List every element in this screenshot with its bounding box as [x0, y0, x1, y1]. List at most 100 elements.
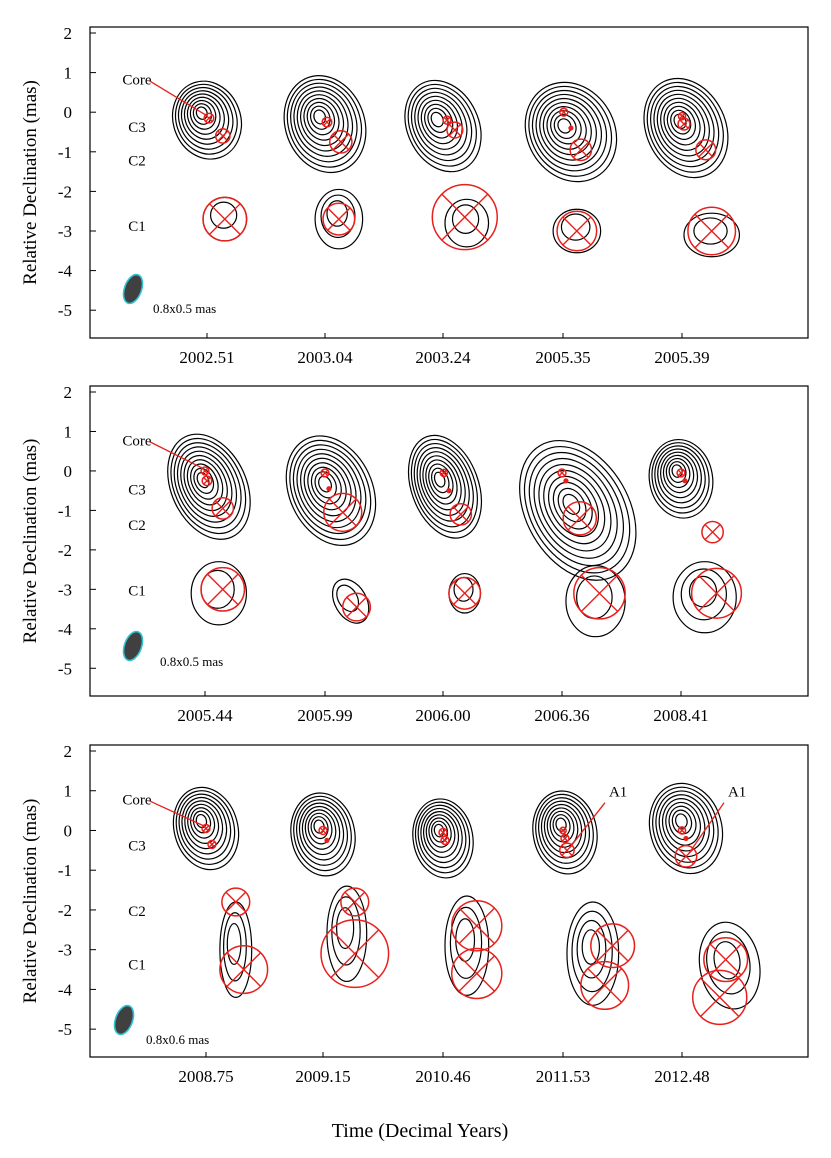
contour-line — [290, 82, 358, 163]
contour-line — [713, 941, 741, 980]
contour-line — [410, 438, 478, 534]
component-circle — [580, 960, 630, 1011]
contour-line — [414, 91, 468, 156]
component-cross — [439, 829, 447, 836]
contour-line — [309, 105, 331, 130]
contour-line — [307, 462, 347, 511]
contour-line — [331, 578, 370, 624]
contour-line — [300, 453, 357, 523]
contour-line — [660, 451, 699, 499]
contour-group — [552, 208, 602, 254]
component-circle — [562, 500, 598, 536]
contour-line — [675, 813, 688, 829]
epoch-label: 2005.44 — [177, 706, 233, 725]
model-component — [674, 844, 698, 868]
component-label-c3: C3 — [128, 120, 146, 136]
contour-line — [417, 804, 467, 869]
contour-line — [671, 464, 683, 478]
contour-line — [296, 799, 348, 866]
contour-line — [651, 442, 710, 514]
contour-group — [648, 782, 724, 875]
component-circle — [677, 111, 687, 121]
contour-line — [209, 201, 238, 229]
component-cross — [329, 928, 380, 979]
model-component — [219, 944, 269, 995]
contour-line — [552, 481, 593, 530]
beam-size-label: 0.8x0.5 mas — [153, 301, 216, 316]
contour-line — [286, 78, 363, 168]
contour-line — [660, 97, 706, 151]
component-circle — [687, 206, 737, 256]
contour-line — [412, 798, 474, 879]
contour-group — [290, 792, 356, 877]
y-tick-label: -2 — [58, 541, 72, 560]
y-axis-label: Relative Declination (mas) — [20, 439, 41, 644]
contour-line — [189, 99, 217, 130]
model-component — [323, 492, 363, 533]
contour-line — [410, 87, 473, 162]
component-circle — [219, 944, 269, 995]
contour-line — [663, 101, 701, 146]
component-circle — [203, 112, 215, 124]
component-cross — [679, 119, 689, 129]
model-component — [677, 117, 691, 131]
model-component — [320, 919, 390, 989]
contour-line — [300, 94, 345, 147]
model-component — [214, 128, 231, 144]
component-circle — [446, 121, 464, 139]
y-tick-label: -4 — [58, 620, 73, 639]
component-circle — [559, 107, 569, 117]
contour-line — [303, 97, 340, 141]
contour-line — [296, 448, 362, 529]
component-cross — [208, 202, 241, 236]
component-circle — [677, 117, 691, 131]
model-component — [342, 592, 372, 622]
component-circle — [322, 202, 356, 236]
component-circle — [200, 566, 246, 612]
component-circle — [450, 900, 503, 952]
y-tick-label: -3 — [58, 580, 72, 599]
contour-line — [648, 438, 714, 519]
contour-line — [293, 795, 352, 872]
component-cross — [699, 977, 740, 1018]
component-cross — [698, 142, 714, 158]
model-component-dot — [683, 835, 689, 842]
epoch-label: 2002.51 — [179, 348, 234, 367]
model-component — [573, 566, 626, 620]
model-component-dot — [324, 837, 330, 844]
contour-line — [420, 807, 463, 864]
component-cross — [698, 574, 735, 612]
contour-group — [643, 77, 729, 179]
contour-line — [192, 103, 213, 125]
y-tick-label: 1 — [64, 782, 73, 801]
component-circle — [342, 592, 372, 622]
contour-line — [186, 459, 224, 506]
component-cross — [214, 500, 231, 517]
contour-line — [414, 801, 471, 874]
component-circle — [201, 475, 213, 487]
component-circle — [320, 468, 330, 478]
contour-line — [180, 90, 230, 145]
model-component — [580, 960, 630, 1011]
contour-line — [670, 109, 692, 135]
contour-line — [671, 809, 693, 835]
component-label-c3: C3 — [128, 483, 146, 499]
contour-line — [571, 910, 613, 993]
core-pointer-line — [148, 79, 207, 116]
panel-2: 2 1 0 -1 -2 -3 -4 -5 Relative Declination (mas) 2… — [20, 383, 809, 725]
component-cross — [443, 116, 451, 124]
contour-line — [565, 565, 626, 638]
model-component — [449, 502, 473, 526]
contour-line — [183, 454, 228, 512]
model-component — [202, 196, 248, 242]
component-circle — [211, 497, 235, 520]
contour-line — [424, 103, 454, 139]
component-circle — [676, 468, 686, 478]
contour-line — [310, 816, 329, 840]
contour-line — [306, 101, 336, 136]
contour-line — [170, 437, 247, 535]
component-circle — [674, 844, 698, 868]
model-component — [562, 500, 598, 536]
contour-group — [171, 80, 243, 160]
contour-line — [425, 814, 456, 853]
